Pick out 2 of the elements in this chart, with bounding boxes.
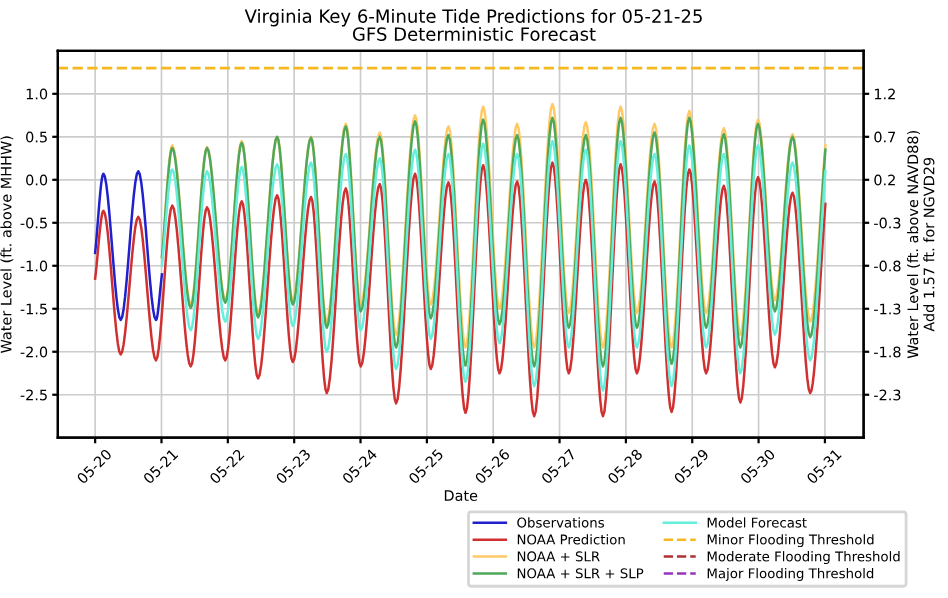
- chart-subtitle: GFS Deterministic Forecast: [352, 26, 596, 41]
- chart-title: Virginia Key 6-Minute Tide Predictions for 05-21-25: [244, 8, 702, 27]
